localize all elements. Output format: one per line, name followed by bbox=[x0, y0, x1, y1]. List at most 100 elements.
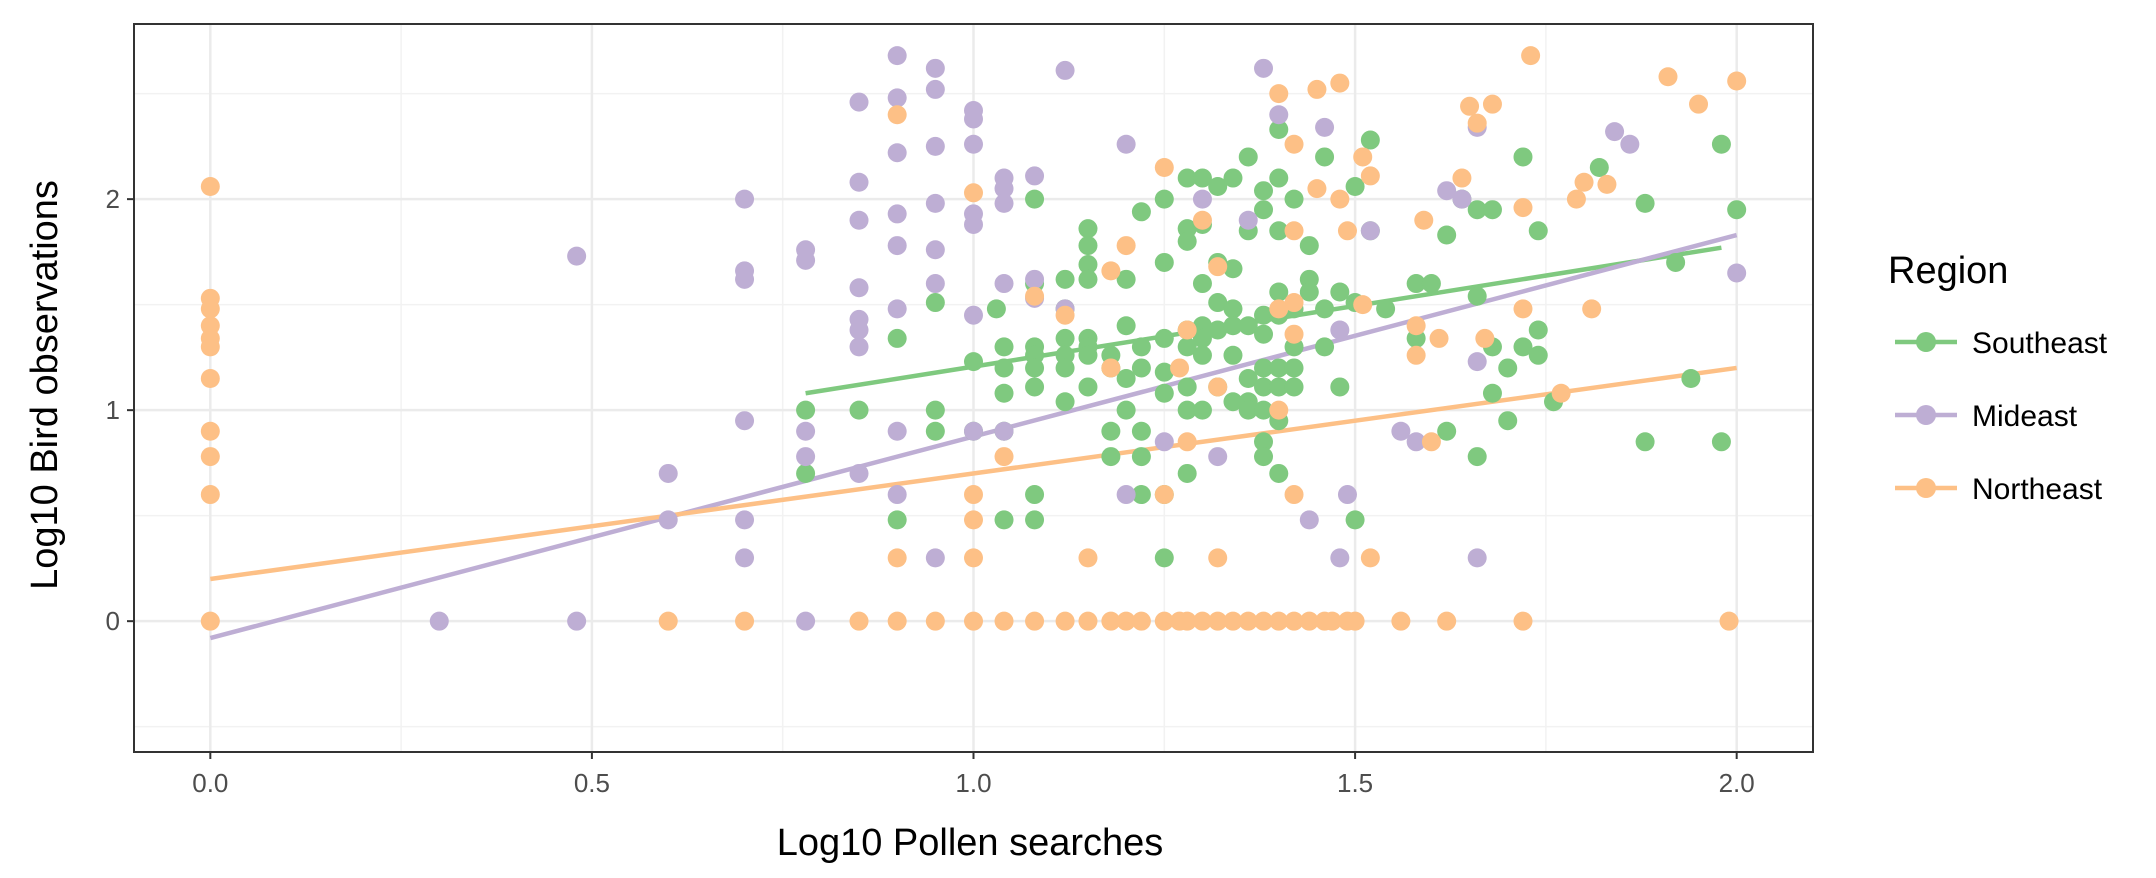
data-point-northeast bbox=[1154, 611, 1174, 631]
data-point-mideast bbox=[567, 246, 587, 266]
data-point-mideast bbox=[567, 611, 587, 631]
data-point-southeast bbox=[1078, 345, 1098, 365]
data-point-mideast bbox=[964, 109, 983, 129]
data-point-mideast bbox=[994, 274, 1014, 294]
data-point-southeast bbox=[1269, 377, 1289, 397]
data-point-northeast bbox=[1421, 432, 1441, 452]
data-point-mideast bbox=[1025, 166, 1045, 186]
data-point-northeast bbox=[1078, 548, 1098, 568]
data-point-northeast bbox=[1154, 485, 1174, 505]
data-point-southeast bbox=[986, 299, 1006, 319]
data-point-southeast bbox=[1238, 316, 1258, 336]
data-point-southeast bbox=[1406, 274, 1426, 294]
data-point-southeast bbox=[1498, 358, 1518, 378]
data-point-southeast bbox=[1299, 236, 1319, 256]
data-point-mideast bbox=[887, 143, 907, 163]
data-point-northeast bbox=[1208, 377, 1228, 397]
data-point-southeast bbox=[1223, 316, 1243, 336]
x-tick-label: 0.5 bbox=[574, 768, 610, 798]
data-point-northeast bbox=[200, 421, 220, 441]
y-tick-label: 0 bbox=[106, 606, 120, 636]
data-point-northeast bbox=[1452, 168, 1472, 188]
data-point-southeast bbox=[1269, 120, 1289, 140]
data-point-southeast bbox=[994, 383, 1014, 403]
data-point-mideast bbox=[925, 240, 945, 260]
data-point-southeast bbox=[1131, 358, 1151, 378]
data-point-mideast bbox=[887, 236, 907, 256]
data-point-southeast bbox=[1154, 252, 1174, 272]
data-point-southeast bbox=[1055, 269, 1075, 289]
data-point-mideast bbox=[925, 79, 945, 99]
data-point-southeast bbox=[1681, 369, 1701, 389]
data-point-southeast bbox=[1208, 320, 1228, 340]
data-point-mideast bbox=[849, 337, 869, 357]
data-point-southeast bbox=[1154, 362, 1174, 382]
data-point-southeast bbox=[1513, 337, 1533, 357]
legend-key-point-southeast bbox=[1916, 332, 1936, 352]
legend-label-northeast: Northeast bbox=[1972, 473, 2103, 506]
data-point-southeast bbox=[1330, 377, 1350, 397]
legend-label-mideast: Mideast bbox=[1972, 400, 2078, 433]
data-point-mideast bbox=[849, 463, 869, 483]
data-point-northeast bbox=[1192, 611, 1212, 631]
data-point-northeast bbox=[1482, 94, 1502, 114]
data-point-southeast bbox=[1284, 358, 1304, 378]
data-point-northeast bbox=[1078, 611, 1098, 631]
data-point-northeast bbox=[964, 183, 983, 203]
data-point-southeast bbox=[1101, 421, 1121, 441]
data-point-mideast bbox=[735, 411, 755, 431]
data-point-southeast bbox=[1223, 345, 1243, 365]
data-point-mideast bbox=[735, 189, 755, 209]
data-point-northeast bbox=[964, 611, 983, 631]
data-point-southeast bbox=[1055, 392, 1075, 412]
data-point-southeast bbox=[1223, 259, 1243, 279]
data-point-mideast bbox=[887, 46, 907, 66]
data-point-southeast bbox=[1254, 400, 1274, 420]
data-point-northeast bbox=[1460, 96, 1480, 116]
data-point-northeast bbox=[1406, 345, 1426, 365]
data-point-southeast bbox=[1101, 447, 1121, 467]
y-tick-label: 2 bbox=[106, 184, 120, 214]
data-point-northeast bbox=[1208, 257, 1228, 277]
data-point-northeast bbox=[1566, 189, 1586, 209]
data-point-mideast bbox=[964, 421, 983, 441]
data-point-southeast bbox=[1315, 337, 1335, 357]
data-point-mideast bbox=[796, 250, 816, 270]
legend-label-southeast: Southeast bbox=[1972, 327, 2108, 360]
data-point-southeast bbox=[1154, 383, 1174, 403]
data-point-northeast bbox=[1574, 172, 1594, 192]
data-point-northeast bbox=[1192, 210, 1212, 230]
data-point-southeast bbox=[1025, 189, 1045, 209]
data-point-northeast bbox=[1238, 611, 1258, 631]
data-point-northeast bbox=[1307, 79, 1327, 99]
data-point-mideast bbox=[1620, 134, 1640, 154]
legend: Region Southeast Mideast Northeast bbox=[1888, 250, 2108, 506]
data-point-southeast bbox=[1131, 202, 1151, 222]
data-point-northeast bbox=[1322, 611, 1342, 631]
data-point-mideast bbox=[887, 88, 907, 108]
data-point-southeast bbox=[1223, 168, 1243, 188]
data-point-southeast bbox=[1269, 358, 1289, 378]
data-point-mideast bbox=[658, 463, 678, 483]
data-point-northeast bbox=[658, 611, 678, 631]
data-point-southeast bbox=[994, 510, 1014, 530]
data-point-northeast bbox=[1353, 147, 1373, 167]
data-point-southeast bbox=[1254, 200, 1274, 220]
data-point-southeast bbox=[1269, 221, 1289, 241]
data-point-southeast bbox=[1635, 432, 1655, 452]
data-point-southeast bbox=[925, 421, 945, 441]
data-point-mideast bbox=[964, 134, 983, 154]
data-point-southeast bbox=[1299, 282, 1319, 302]
data-point-southeast bbox=[925, 400, 945, 420]
data-point-northeast bbox=[1689, 94, 1709, 114]
data-point-southeast bbox=[1025, 358, 1045, 378]
data-point-mideast bbox=[994, 421, 1014, 441]
data-point-southeast bbox=[1055, 328, 1075, 348]
data-point-mideast bbox=[1337, 485, 1357, 505]
data-points bbox=[200, 46, 1747, 631]
data-point-southeast bbox=[1025, 510, 1045, 530]
data-point-southeast bbox=[1666, 252, 1686, 272]
data-point-northeast bbox=[994, 611, 1014, 631]
